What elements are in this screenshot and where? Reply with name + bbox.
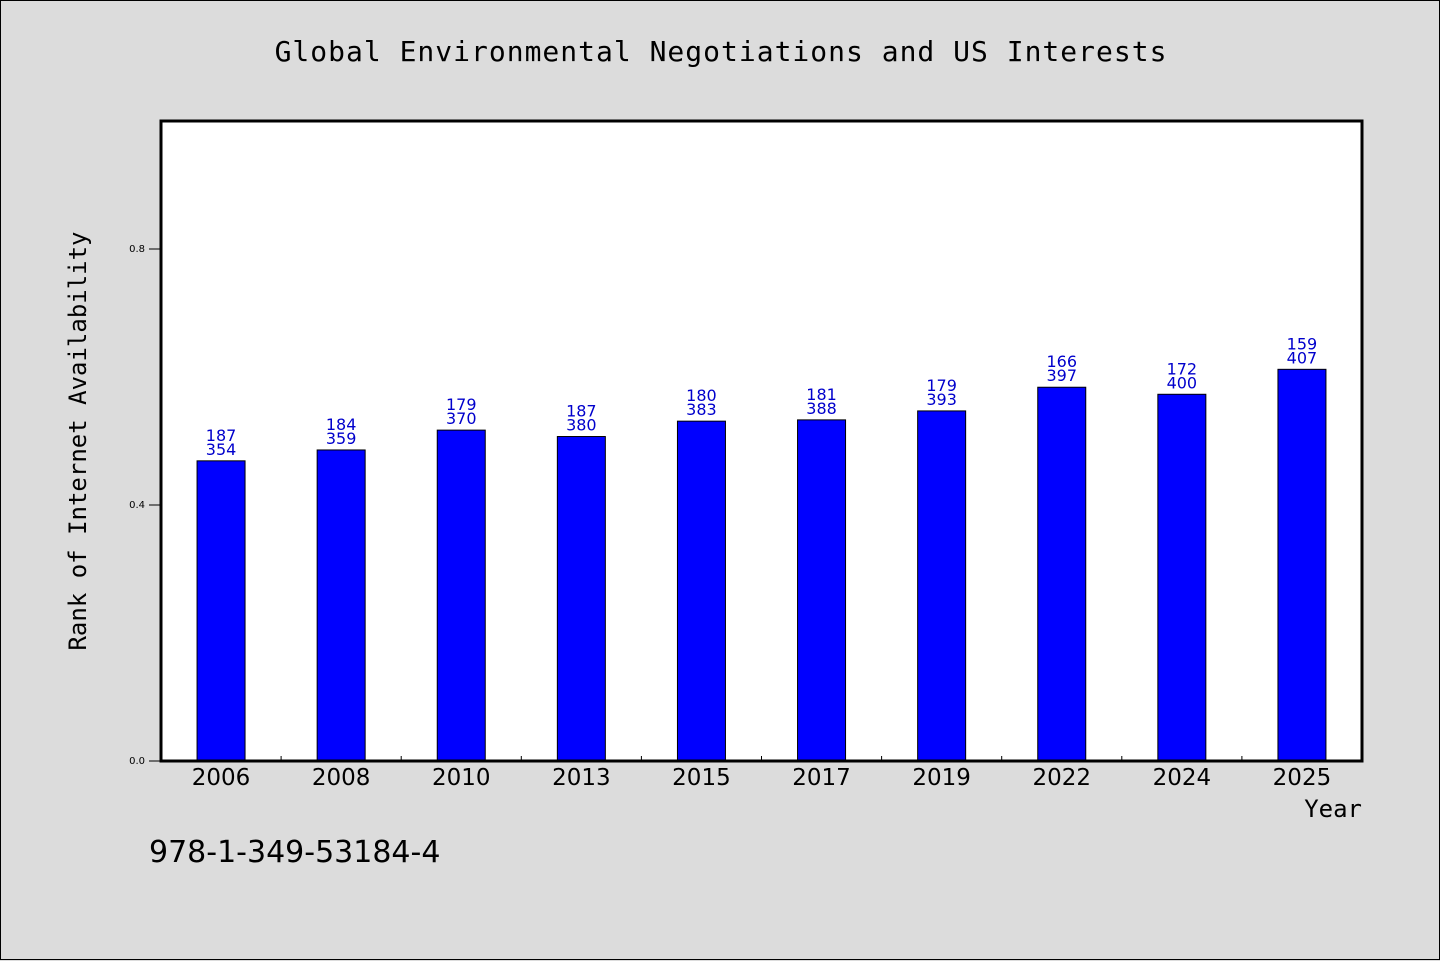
y-tick-label: 0.8 — [129, 244, 145, 255]
bar — [556, 436, 606, 762]
bar — [917, 410, 967, 762]
x-tick-label: 2024 — [1153, 765, 1212, 791]
bar-rank-label: 179 — [446, 395, 477, 414]
bar-value-label: 397 — [1046, 366, 1077, 385]
bar-value-label: 359 — [326, 429, 357, 448]
bar-value-label: 354 — [206, 440, 237, 459]
bar-value-label: 393 — [926, 390, 957, 409]
isbn-label: 978-1-349-53184-4 — [149, 835, 441, 870]
x-tick-label: 2013 — [552, 765, 611, 791]
chart-title: Global Environmental Negotiations and US… — [274, 35, 1168, 68]
bar-rank-label: 184 — [326, 415, 357, 434]
x-tick-label: 2008 — [312, 765, 371, 791]
bar-value-label: 380 — [566, 416, 597, 435]
bar-value-label: 400 — [1167, 373, 1198, 392]
bar — [1157, 393, 1207, 762]
y-axis-label: Rank of Internet Availability — [64, 231, 92, 650]
bar — [797, 419, 847, 762]
bar-value-label: 383 — [686, 400, 717, 419]
bar — [316, 449, 366, 762]
x-tick-label: 2010 — [432, 765, 491, 791]
x-tick-label: 2019 — [912, 765, 971, 791]
bar — [436, 429, 486, 762]
bar-rank-label: 159 — [1287, 334, 1318, 353]
y-tick-label: 0.4 — [129, 500, 145, 511]
bar-rank-label: 187 — [566, 402, 597, 421]
y-tick-label: 0.0 — [129, 756, 145, 767]
bar — [1277, 368, 1327, 762]
bar-rank-label: 172 — [1167, 359, 1198, 378]
x-tick-label: 2022 — [1032, 765, 1091, 791]
bar-rank-label: 181 — [806, 385, 837, 404]
x-tick-label: 2017 — [792, 765, 851, 791]
bar — [196, 460, 246, 762]
plot-frame — [159, 119, 1364, 763]
bar-rank-label: 180 — [686, 386, 717, 405]
bar-value-label: 388 — [806, 399, 837, 418]
x-tick-label: 2006 — [192, 765, 251, 791]
bar-value-label: 407 — [1287, 348, 1318, 367]
x-tick-label: 2025 — [1273, 765, 1332, 791]
bar — [676, 420, 726, 762]
x-axis-label: Year — [1304, 795, 1362, 823]
bar-value-label: 370 — [446, 409, 477, 428]
bar-rank-label: 179 — [926, 376, 957, 395]
bar-rank-label: 187 — [206, 426, 237, 445]
bar-rank-label: 166 — [1046, 352, 1077, 371]
bar — [1037, 386, 1087, 762]
x-tick-label: 2015 — [672, 765, 731, 791]
